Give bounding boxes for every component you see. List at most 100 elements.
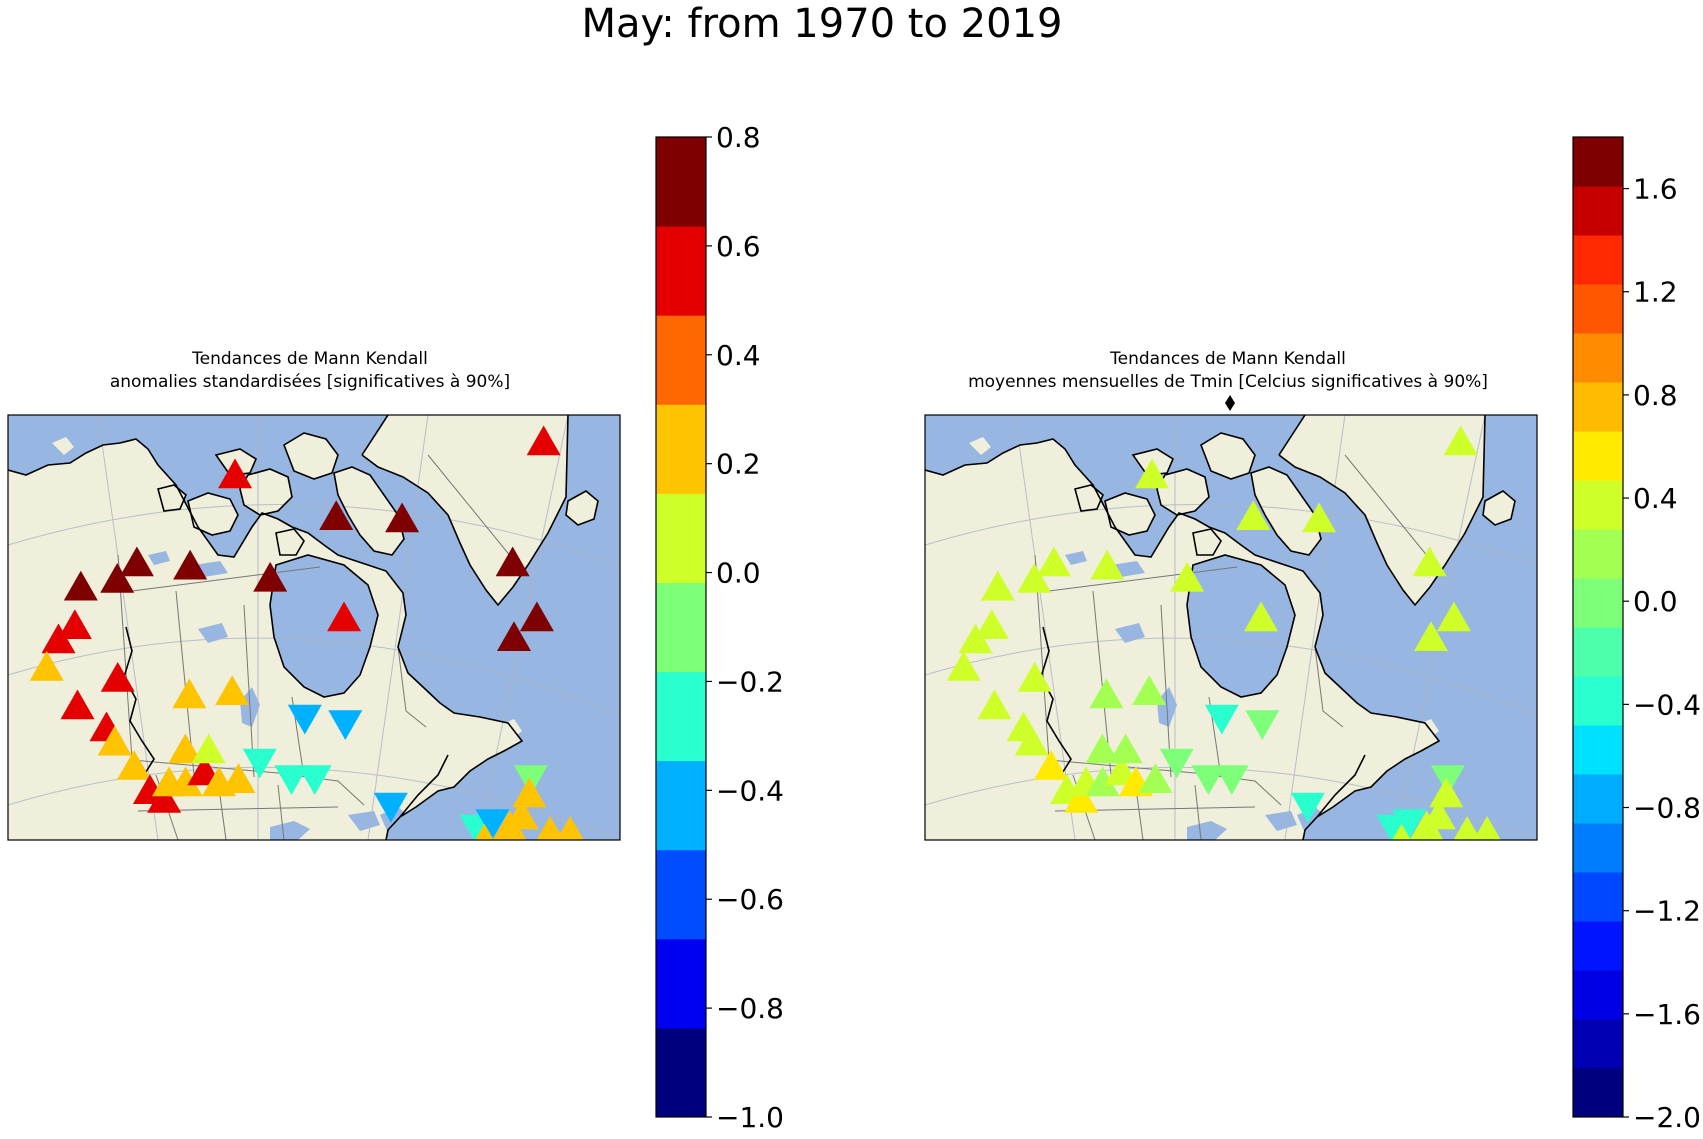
station-marker-up (221, 763, 256, 793)
colorbar-segment (1573, 774, 1623, 824)
colorbar-segment (1573, 823, 1623, 873)
station-marker-up (1443, 425, 1478, 456)
colorbar-tick-label: −0.4 (716, 774, 784, 807)
station-marker-up (191, 733, 226, 764)
colorbar-segment (656, 671, 706, 762)
station-marker-down (1430, 765, 1465, 795)
station-marker-up (168, 733, 203, 764)
colorbar-segment (656, 938, 706, 1029)
colorbar-tick-label: 0.4 (1633, 482, 1678, 515)
station-marker-up (475, 823, 494, 840)
colorbar-segment (1573, 137, 1623, 187)
station-marker-up (1090, 549, 1125, 580)
station-marker-down (1191, 765, 1226, 795)
map-right-frame (924, 414, 1538, 841)
station-marker-up (385, 502, 420, 533)
station-marker-up (946, 651, 981, 681)
station-marker-up (974, 609, 1009, 639)
station-marker-down (287, 704, 322, 735)
station-marker-up (1033, 750, 1068, 780)
colorbar-tick-label: −0.2 (716, 665, 784, 698)
station-marker-up (504, 799, 539, 830)
station-marker-up (1363, 840, 1397, 870)
colorbar-segment (1573, 1068, 1623, 1118)
station-marker-up (100, 662, 135, 692)
station-marker-up (1244, 601, 1279, 632)
colorbar-tick-label: 0.2 (716, 448, 761, 481)
colorbar-segment (1573, 578, 1623, 628)
colorbar-segment (1573, 872, 1623, 922)
station-marker-up (253, 561, 288, 592)
station-marker-up (1473, 816, 1501, 840)
station-marker-down (328, 710, 363, 740)
station-marker-down (475, 809, 510, 839)
colorbar-segment (1573, 1019, 1623, 1069)
station-marker-up (980, 570, 1015, 601)
station-marker-up (327, 601, 362, 632)
station-marker-down (373, 792, 408, 823)
colorbar-segment (1573, 333, 1623, 383)
station-marker-up (29, 651, 64, 681)
station-marker-down (1159, 748, 1194, 779)
colorbar-segment (1573, 382, 1623, 432)
colorbar-segment (656, 493, 706, 583)
colorbar-tick-label: −0.4 (1633, 688, 1701, 721)
station-marker-up (1413, 621, 1448, 652)
colorbar-tick-label: 0.0 (1633, 585, 1678, 618)
station-marker-up (63, 570, 98, 601)
station-marker-up (1138, 763, 1173, 793)
colorbar-frame (1572, 136, 1624, 1118)
colorbar-segment (1573, 284, 1623, 334)
colorbar-tick-label: 1.6 (1633, 173, 1678, 206)
station-marker-down (1214, 765, 1249, 795)
station-marker-down (1204, 704, 1239, 735)
station-marker-up (57, 609, 92, 639)
colorbar-tick-label: 0.8 (1633, 379, 1678, 412)
station-marker-up (1170, 561, 1205, 592)
station-marker-up (496, 621, 531, 652)
station-marker-down (1392, 809, 1427, 839)
station-marker-up (168, 766, 203, 797)
colorbar-right: 1.6 1.2 0.8 0.4 0.0 −0.4 −0.8 −1.2 −1.6 −2.0 (1572, 136, 1701, 1134)
colorbar-segment (656, 1027, 706, 1118)
colorbar-segment (1573, 431, 1623, 481)
colorbar-segment (1573, 235, 1623, 285)
station-marker-up (147, 783, 182, 813)
colorbar-segment (1573, 970, 1623, 1020)
colorbar-segment (656, 137, 706, 227)
station-marker-down (242, 748, 277, 779)
colorbar-tick-label: −1.0 (716, 1101, 784, 1134)
station-marker-up (977, 689, 1012, 720)
station-marker-up (1392, 823, 1411, 840)
station-marker-up (1412, 546, 1447, 577)
colorbar-segment (1573, 186, 1623, 236)
colorbar-left: 0.8 0.6 0.4 0.2 0.0 −0.2 −0.4 −0.6 −0.8 −1.0 (655, 121, 784, 1134)
colorbar-tick-label: −0.6 (716, 883, 784, 916)
colorbar-segment (1573, 676, 1623, 726)
colorbar-tick-label: −1.2 (1633, 895, 1701, 928)
station-marker-up (1064, 783, 1099, 813)
colorbar-segment (656, 315, 706, 405)
colorbar-segment (1573, 725, 1623, 775)
station-markers-right (946, 425, 1501, 870)
station-marker-down (1245, 710, 1280, 740)
station-marker-up (495, 546, 530, 577)
panel-left: Tendances de Mann Kendall anomalies stan… (7, 121, 784, 1134)
colorbar-segment (1573, 480, 1623, 530)
colorbar-tick-label: 0.6 (716, 230, 761, 263)
station-marker-up (1236, 500, 1271, 531)
figure-title: May: from 1970 to 2019 (582, 1, 1063, 47)
station-marker-up (1085, 766, 1120, 797)
colorbar-segment (656, 760, 706, 851)
colorbar-segment (1573, 921, 1623, 971)
panel-left-title-line2: anomalies standardisées [significatives … (110, 372, 510, 392)
panel-right: Tendances de Mann Kendall moyennes mensu… (924, 136, 1701, 1134)
station-marker-up (1302, 502, 1337, 533)
station-marker-up (218, 458, 253, 489)
station-marker-up (1085, 733, 1120, 764)
colorbar-segment (656, 582, 706, 673)
station-marker-up (512, 777, 547, 808)
station-marker-up (97, 725, 132, 756)
map-right (924, 414, 1538, 870)
